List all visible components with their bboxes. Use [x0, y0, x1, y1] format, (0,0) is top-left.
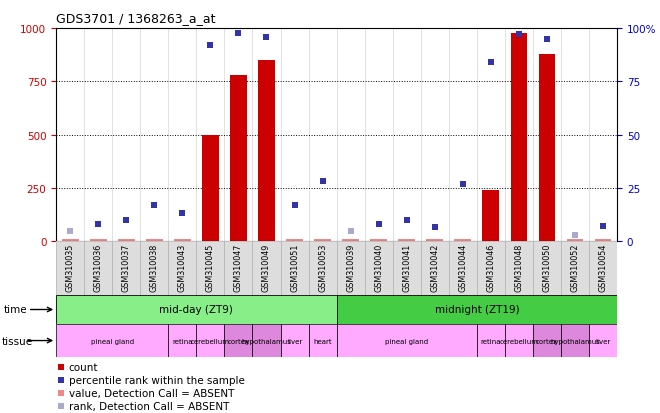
Bar	[477, 324, 505, 357]
Bar	[280, 242, 309, 295]
Bar	[90, 240, 106, 242]
Text: time: time	[3, 305, 27, 315]
Bar	[533, 242, 561, 295]
Text: GSM310045: GSM310045	[206, 243, 215, 292]
Bar	[280, 324, 309, 357]
Bar	[202, 135, 218, 242]
Bar	[252, 242, 280, 295]
Text: retina: retina	[172, 338, 193, 344]
Text: GSM310035: GSM310035	[65, 243, 75, 292]
Text: hypothalamus: hypothalamus	[242, 338, 292, 344]
Bar	[365, 242, 393, 295]
Text: tissue: tissue	[1, 336, 32, 346]
Bar	[252, 324, 280, 357]
Text: GDS3701 / 1368263_a_at: GDS3701 / 1368263_a_at	[56, 12, 216, 25]
Bar	[342, 240, 359, 242]
Text: percentile rank within the sample: percentile rank within the sample	[69, 375, 245, 385]
Text: count: count	[69, 362, 98, 372]
Text: hypothalamus: hypothalamus	[550, 338, 600, 344]
Bar	[589, 242, 617, 295]
Bar	[566, 240, 583, 242]
Text: GSM310040: GSM310040	[374, 243, 383, 291]
Text: GSM310037: GSM310037	[121, 243, 131, 292]
Bar	[505, 242, 533, 295]
Text: cortex: cortex	[536, 338, 558, 344]
Text: cortex: cortex	[228, 338, 249, 344]
Text: GSM310046: GSM310046	[486, 243, 496, 291]
Bar	[454, 240, 471, 242]
Bar	[197, 324, 224, 357]
Bar	[168, 242, 197, 295]
Text: rank, Detection Call = ABSENT: rank, Detection Call = ABSENT	[69, 401, 229, 411]
Text: GSM310047: GSM310047	[234, 243, 243, 292]
Bar	[286, 240, 303, 242]
Bar	[174, 240, 191, 242]
Text: GSM310036: GSM310036	[94, 243, 103, 291]
Bar	[539, 55, 556, 242]
Text: GSM310038: GSM310038	[150, 243, 159, 291]
Text: GSM310054: GSM310054	[599, 243, 608, 292]
Text: retina: retina	[480, 338, 501, 344]
Bar	[477, 242, 505, 295]
Bar	[595, 240, 611, 242]
Bar	[482, 190, 499, 242]
Text: GSM310042: GSM310042	[430, 243, 440, 292]
Text: heart: heart	[314, 338, 332, 344]
Text: GSM310043: GSM310043	[178, 243, 187, 291]
Bar	[84, 242, 112, 295]
Text: pineal gland: pineal gland	[90, 338, 134, 344]
Bar	[197, 242, 224, 295]
Bar	[224, 242, 252, 295]
Text: GSM310049: GSM310049	[262, 243, 271, 292]
Text: pineal gland: pineal gland	[385, 338, 428, 344]
Text: GSM310051: GSM310051	[290, 243, 299, 292]
Bar	[510, 34, 527, 242]
Text: GSM310041: GSM310041	[402, 243, 411, 291]
Text: GSM310044: GSM310044	[458, 243, 467, 291]
Text: liver: liver	[595, 338, 611, 344]
Bar	[449, 242, 477, 295]
Bar	[230, 76, 247, 242]
Text: GSM310052: GSM310052	[570, 243, 579, 292]
Text: midnight (ZT19): midnight (ZT19)	[434, 305, 519, 315]
Text: GSM310039: GSM310039	[346, 243, 355, 292]
Bar	[370, 240, 387, 242]
Text: cerebellum: cerebellum	[191, 338, 230, 344]
Bar	[589, 324, 617, 357]
Bar	[421, 242, 449, 295]
Bar	[112, 242, 140, 295]
Text: GSM310050: GSM310050	[543, 243, 552, 292]
Bar	[337, 242, 365, 295]
Bar	[146, 240, 163, 242]
Text: liver: liver	[287, 338, 302, 344]
Bar	[533, 324, 561, 357]
Bar	[309, 324, 337, 357]
Bar	[56, 324, 168, 357]
Text: value, Detection Call = ABSENT: value, Detection Call = ABSENT	[69, 388, 234, 398]
Bar	[140, 242, 168, 295]
Text: mid-day (ZT9): mid-day (ZT9)	[160, 305, 233, 315]
Bar	[393, 242, 421, 295]
Bar	[309, 242, 337, 295]
Bar	[224, 324, 252, 357]
Bar	[337, 324, 477, 357]
Bar	[337, 295, 617, 324]
Bar	[117, 240, 135, 242]
Text: GSM310053: GSM310053	[318, 243, 327, 292]
Bar	[398, 240, 415, 242]
Bar	[62, 240, 79, 242]
Bar	[258, 61, 275, 242]
Bar	[561, 324, 589, 357]
Bar	[168, 324, 197, 357]
Bar	[56, 295, 337, 324]
Bar	[56, 242, 84, 295]
Text: cerebellum: cerebellum	[500, 338, 539, 344]
Bar	[561, 242, 589, 295]
Bar	[426, 240, 443, 242]
Bar	[314, 240, 331, 242]
Text: GSM310048: GSM310048	[514, 243, 523, 291]
Bar	[505, 324, 533, 357]
